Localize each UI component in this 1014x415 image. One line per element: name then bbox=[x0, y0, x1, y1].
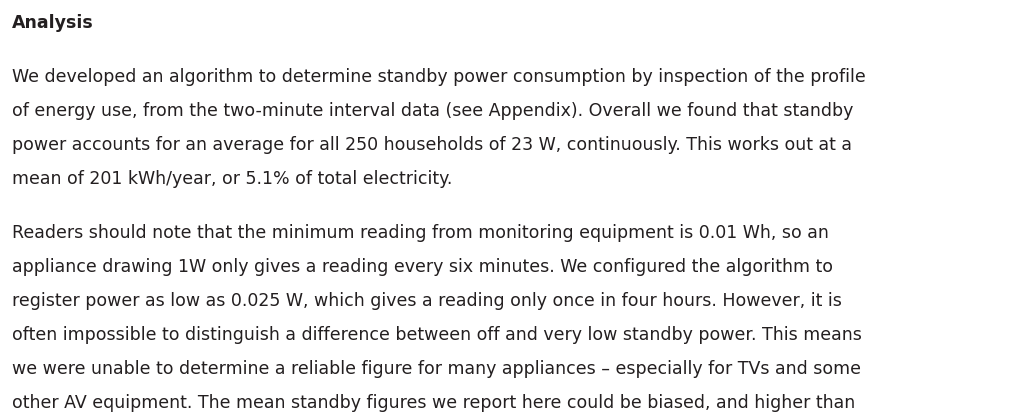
Text: appliance drawing 1W only gives a reading every six minutes. We configured the a: appliance drawing 1W only gives a readin… bbox=[12, 258, 832, 276]
Text: mean of 201 kWh/year, or 5.1% of total electricity.: mean of 201 kWh/year, or 5.1% of total e… bbox=[12, 170, 452, 188]
Text: Readers should note that the minimum reading from monitoring equipment is 0.01 W: Readers should note that the minimum rea… bbox=[12, 224, 828, 242]
Text: often impossible to distinguish a difference between off and very low standby po: often impossible to distinguish a differ… bbox=[12, 326, 862, 344]
Text: Analysis: Analysis bbox=[12, 14, 93, 32]
Text: other AV equipment. The mean standby figures we report here could be biased, and: other AV equipment. The mean standby fig… bbox=[12, 394, 855, 412]
Text: We developed an algorithm to determine standby power consumption by inspection o: We developed an algorithm to determine s… bbox=[12, 68, 866, 86]
Text: power accounts for an average for all 250 households of 23 W, continuously. This: power accounts for an average for all 25… bbox=[12, 136, 852, 154]
Text: register power as low as 0.025 W, which gives a reading only once in four hours.: register power as low as 0.025 W, which … bbox=[12, 292, 842, 310]
Text: we were unable to determine a reliable figure for many appliances – especially f: we were unable to determine a reliable f… bbox=[12, 360, 861, 378]
Text: of energy use, from the two-minute interval data (see Appendix). Overall we foun: of energy use, from the two-minute inter… bbox=[12, 102, 854, 120]
